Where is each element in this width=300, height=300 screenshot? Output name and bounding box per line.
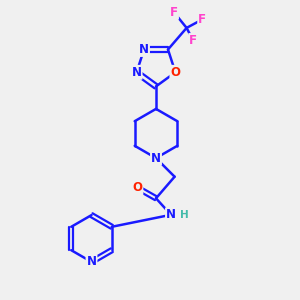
Text: O: O <box>170 66 180 79</box>
Text: F: F <box>198 13 206 26</box>
Text: N: N <box>166 208 176 221</box>
Text: H: H <box>180 210 189 220</box>
Text: F: F <box>189 34 197 47</box>
Text: N: N <box>151 152 161 165</box>
Text: F: F <box>170 6 178 19</box>
Text: N: N <box>86 255 97 268</box>
Text: O: O <box>132 181 142 194</box>
Text: N: N <box>132 66 142 79</box>
Text: N: N <box>139 43 149 56</box>
